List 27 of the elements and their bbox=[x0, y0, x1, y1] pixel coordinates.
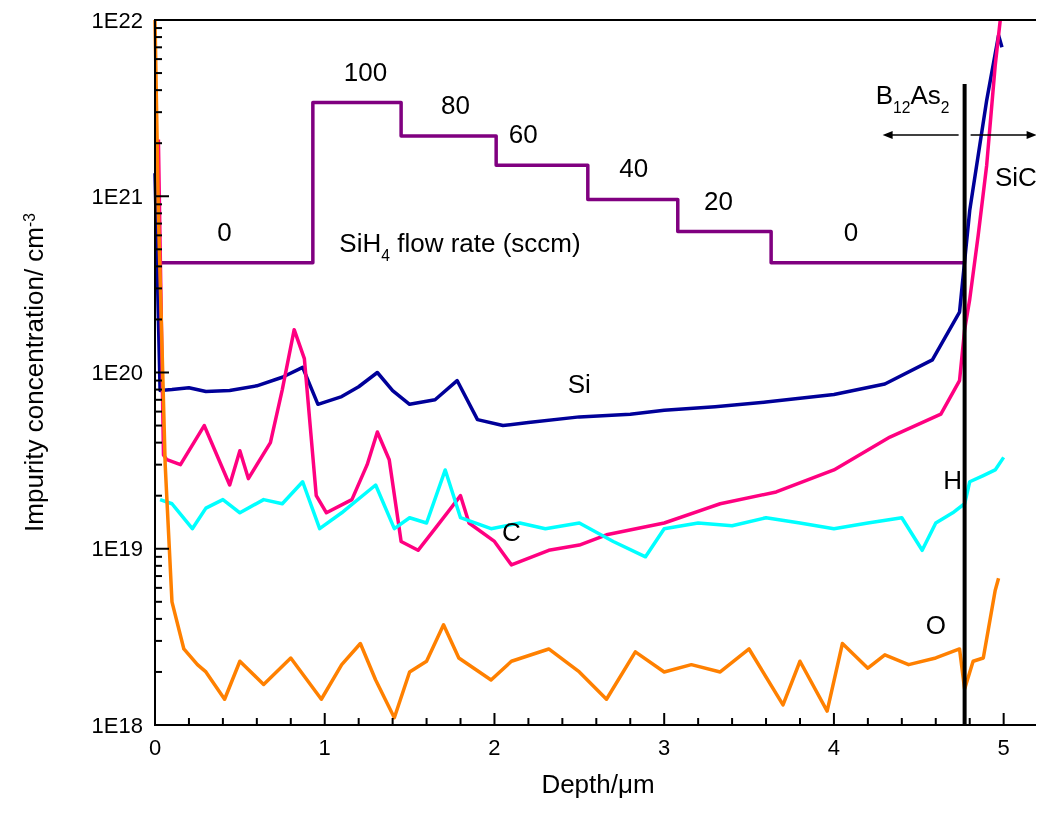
y-tick-label: 1E19 bbox=[91, 536, 143, 562]
y-tick-label: 1E21 bbox=[91, 183, 143, 209]
series-label: H bbox=[943, 464, 963, 495]
annotation: 0 bbox=[217, 216, 232, 247]
series-label: C bbox=[502, 516, 521, 547]
ref-line-label: B$_{12}$As$_{2}$ bbox=[875, 80, 950, 116]
y-tick-label: 1E18 bbox=[91, 712, 143, 738]
annotation: SiC bbox=[995, 162, 1037, 193]
x-tick-label: 1 bbox=[318, 735, 331, 760]
x-tick-label: 0 bbox=[148, 735, 162, 760]
y-tick-label: 1E20 bbox=[91, 360, 143, 386]
annotation: 60 bbox=[508, 119, 538, 150]
annotation: 0 bbox=[843, 216, 859, 247]
x-tick-label: 3 bbox=[658, 735, 671, 760]
x-tick-label: 4 bbox=[827, 735, 841, 760]
series-label: Si bbox=[567, 368, 591, 399]
x-axis-title: Depth/μm bbox=[541, 769, 655, 799]
x-tick-label: 5 bbox=[997, 735, 1010, 760]
x-tick-label: 2 bbox=[488, 735, 501, 760]
annotation: 40 bbox=[619, 153, 649, 184]
series-label: O bbox=[925, 609, 946, 640]
annotation: 80 bbox=[440, 89, 470, 120]
annotation: 20 bbox=[704, 185, 733, 216]
y-tick-label: 1E22 bbox=[91, 7, 143, 33]
annotation: SiH$_{4}$ flow rate (sccm) bbox=[339, 228, 581, 264]
line-series bbox=[158, 455, 1006, 559]
annotation: 100 bbox=[343, 56, 388, 87]
